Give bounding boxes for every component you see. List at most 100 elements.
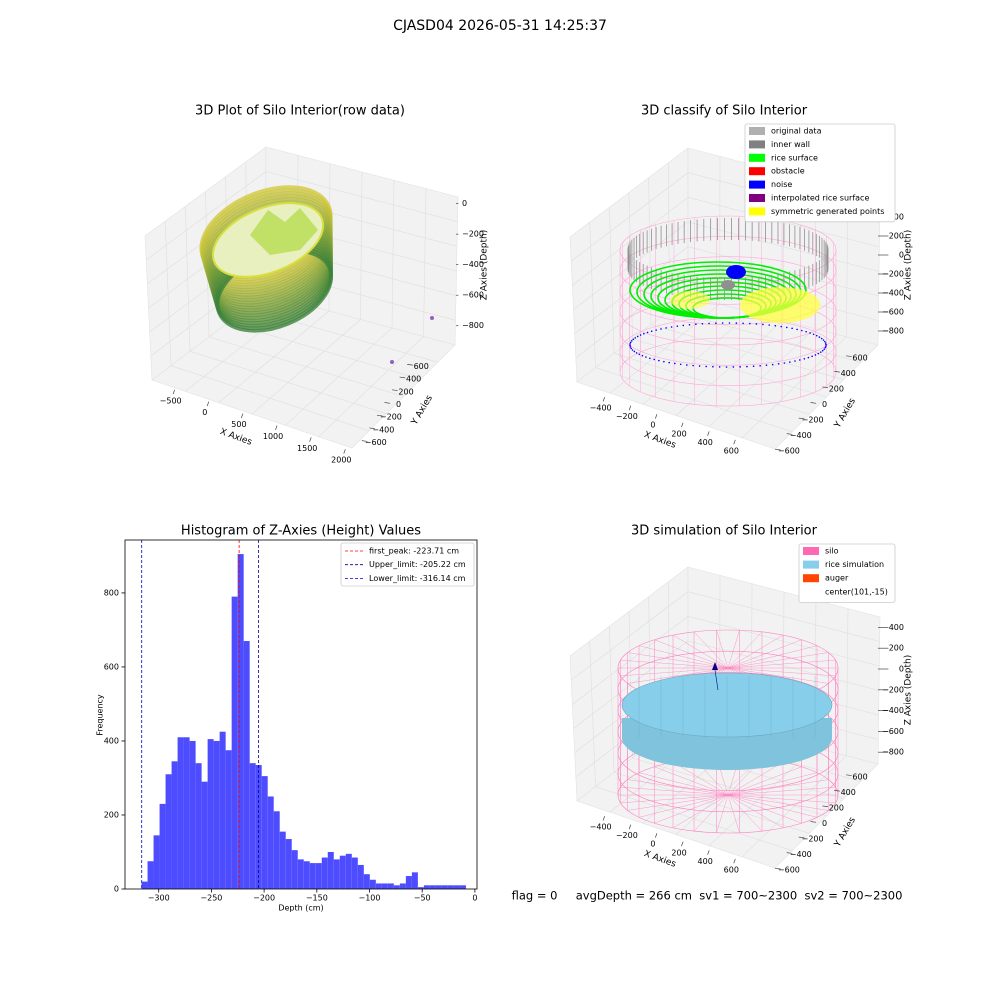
noise-point bbox=[685, 364, 688, 366]
noise-point bbox=[629, 344, 631, 347]
y-tick bbox=[846, 774, 852, 776]
z-tick-label: −400 bbox=[462, 260, 484, 269]
bar bbox=[327, 851, 334, 889]
bar bbox=[423, 885, 430, 889]
x-tick bbox=[602, 816, 606, 821]
bar bbox=[279, 831, 286, 889]
z-tick-label: −200 bbox=[882, 270, 904, 279]
legend-swatch bbox=[803, 547, 819, 555]
x-tick-label: 600 bbox=[724, 446, 739, 455]
silo-wire bbox=[727, 794, 784, 829]
y-tick bbox=[786, 433, 793, 435]
z-tick-label: 400 bbox=[889, 213, 904, 222]
x-tick-label: −200 bbox=[253, 894, 275, 903]
generated-points bbox=[740, 287, 820, 323]
noise-point bbox=[668, 361, 671, 364]
noise-point bbox=[655, 329, 657, 331]
noise-point bbox=[815, 334, 818, 337]
legend-label: interpolated rice surface bbox=[771, 194, 869, 203]
pane-grid bbox=[318, 336, 424, 437]
y-tick-label: 600 bbox=[852, 772, 867, 781]
y-tick bbox=[384, 402, 391, 404]
bar bbox=[309, 863, 316, 889]
y-tick bbox=[774, 448, 781, 451]
y-tick bbox=[834, 371, 840, 373]
noise-point bbox=[633, 350, 636, 353]
noise-point bbox=[822, 339, 825, 341]
bar bbox=[339, 855, 346, 889]
y-tick-label: −400 bbox=[790, 431, 812, 440]
noise-point bbox=[682, 324, 685, 327]
y-tick-label: 200 bbox=[829, 803, 844, 812]
silo-wire bbox=[627, 667, 729, 684]
noise-point bbox=[638, 353, 641, 356]
legend-swatch bbox=[803, 560, 819, 569]
y-tick-label: 200 bbox=[829, 384, 844, 393]
silo-wire bbox=[620, 786, 729, 796]
noise-point bbox=[649, 357, 651, 360]
bar bbox=[189, 740, 196, 889]
bar bbox=[399, 883, 406, 889]
noise-point bbox=[799, 359, 801, 361]
silo-wire bbox=[727, 794, 740, 833]
noise-point bbox=[660, 328, 662, 330]
silo-wire bbox=[727, 631, 763, 669]
y-tick bbox=[798, 417, 805, 420]
y-tick-label: 600 bbox=[104, 662, 119, 671]
y-tick bbox=[810, 821, 817, 823]
y-tick-label: 0 bbox=[114, 885, 119, 894]
noise-point bbox=[819, 351, 822, 353]
noise-point bbox=[817, 352, 820, 355]
x-tick-label: −500 bbox=[160, 396, 182, 405]
noise-point bbox=[812, 333, 815, 336]
noise-point bbox=[785, 326, 788, 329]
noise-point bbox=[630, 347, 633, 350]
silo-wire bbox=[620, 667, 729, 677]
bar bbox=[273, 811, 280, 889]
bar bbox=[459, 885, 466, 889]
y-tick-label: −600 bbox=[778, 447, 800, 456]
generated-points bbox=[670, 291, 710, 309]
silo-wire bbox=[638, 772, 729, 796]
bar bbox=[159, 803, 166, 889]
noise-point bbox=[820, 337, 823, 340]
x-tick bbox=[655, 833, 658, 838]
noise-point bbox=[818, 336, 821, 338]
chart-title: 3D simulation of Silo Interior bbox=[631, 524, 818, 539]
legend-label: Lower_limit: -316.14 cm bbox=[369, 574, 466, 583]
bar bbox=[387, 883, 394, 889]
x-tick-label: −250 bbox=[200, 894, 222, 903]
noise-point bbox=[665, 327, 667, 329]
noise-point bbox=[663, 360, 665, 363]
noise-point bbox=[824, 342, 827, 344]
noise-point bbox=[708, 322, 710, 325]
noise-point bbox=[725, 366, 728, 368]
x-tick bbox=[681, 422, 684, 428]
bar bbox=[195, 763, 202, 889]
y-tick-label: −400 bbox=[372, 425, 394, 434]
y-tick-label: −600 bbox=[778, 866, 800, 875]
silo-wire bbox=[727, 779, 829, 796]
noise-point bbox=[791, 327, 793, 330]
noise-point bbox=[768, 324, 771, 326]
legend-label: rice surface bbox=[771, 153, 818, 162]
bar bbox=[243, 641, 250, 889]
legend-label: inner wall bbox=[771, 140, 810, 149]
noise-point bbox=[721, 322, 724, 324]
bar bbox=[147, 861, 154, 889]
y-tick-label: 200 bbox=[398, 387, 413, 396]
x-tick-label: 1500 bbox=[297, 444, 317, 453]
axis-label: Z Axies (Depth) bbox=[480, 230, 490, 301]
z-tick-label: −600 bbox=[882, 727, 904, 736]
legend-label: first_peak: -223.71 cm bbox=[369, 547, 459, 556]
x-axis-label: Depth (cm) bbox=[278, 904, 323, 913]
bar bbox=[429, 885, 436, 889]
noise-point bbox=[803, 358, 806, 360]
noise-point bbox=[739, 366, 741, 368]
x-tick bbox=[733, 858, 736, 864]
z-tick-label: 400 bbox=[889, 623, 904, 632]
legend-swatch bbox=[749, 127, 765, 135]
bar bbox=[441, 885, 448, 889]
noise-point bbox=[674, 362, 676, 365]
